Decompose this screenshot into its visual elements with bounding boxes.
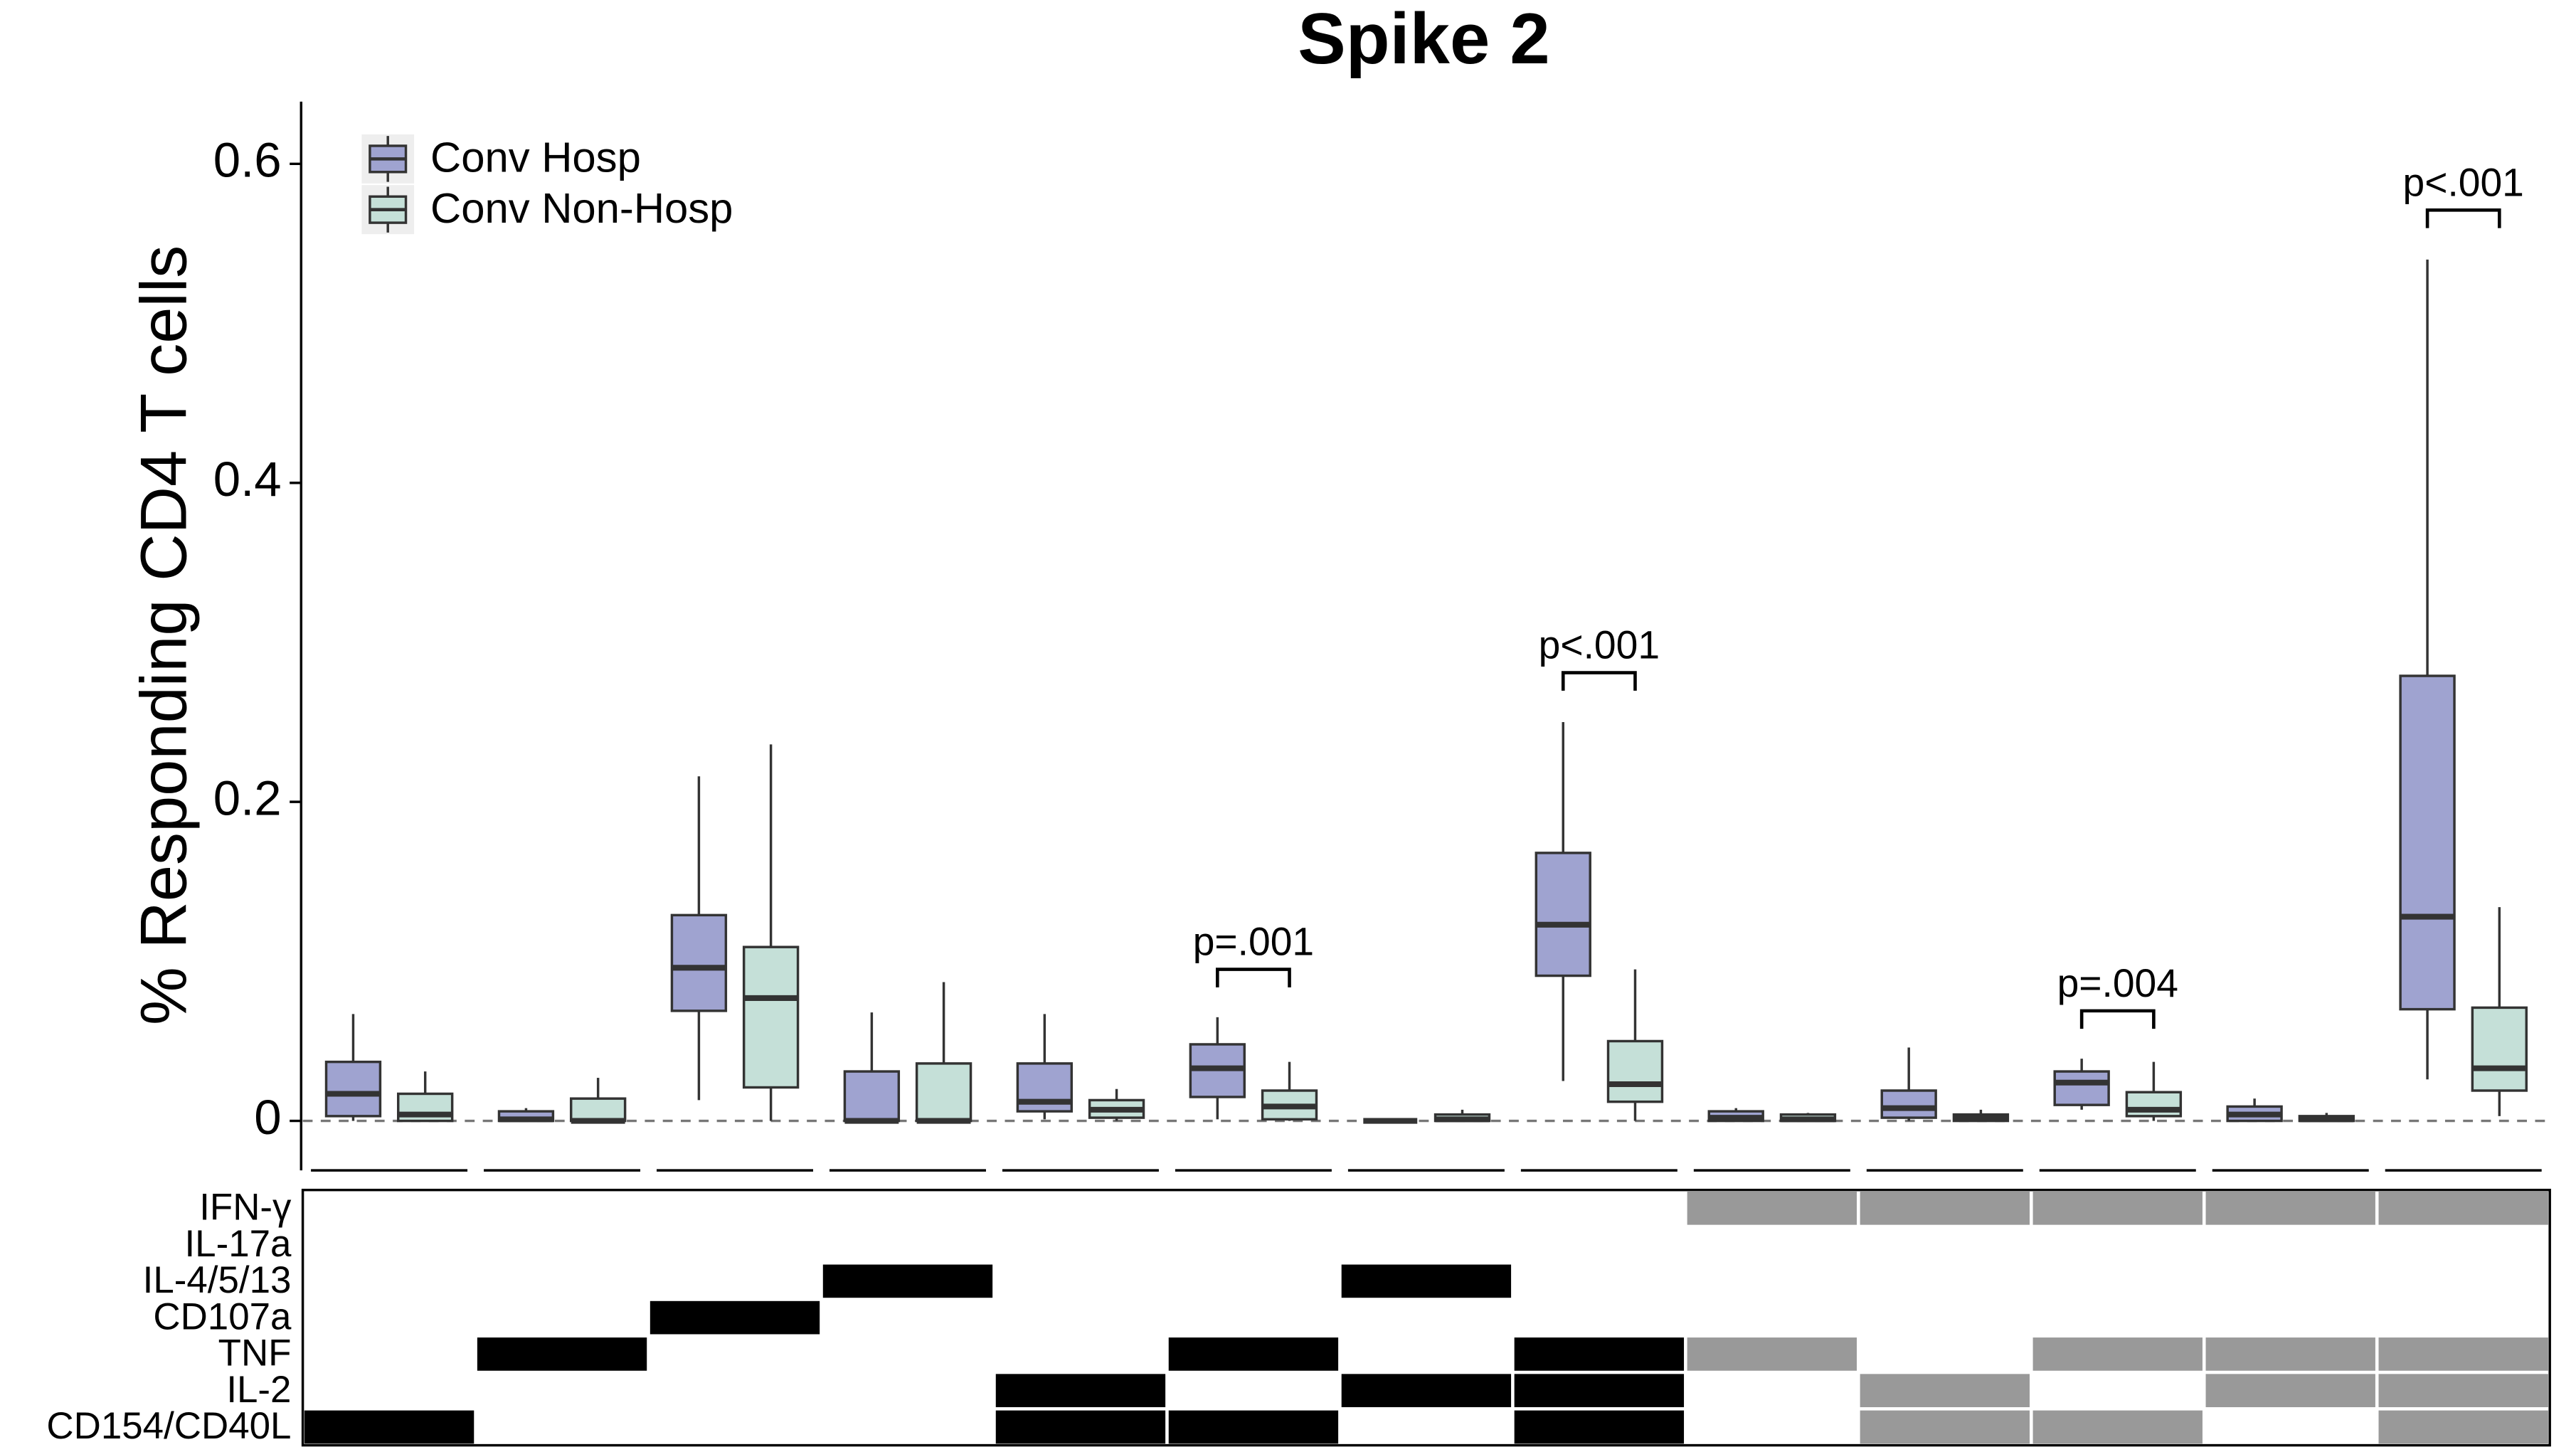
box xyxy=(843,1070,901,1123)
matrix-row-label: IFN-γ xyxy=(199,1187,292,1229)
significance-label: p=.004 xyxy=(2057,961,2178,1005)
matrix-row-label: IL-2 xyxy=(226,1369,291,1411)
significance-label: p=.001 xyxy=(1193,920,1314,964)
matrix-cell xyxy=(2032,1191,2203,1225)
significance-bracket xyxy=(2425,208,2501,228)
chart-title: Spike 2 xyxy=(1298,0,1549,79)
significance-bracket xyxy=(1561,671,1637,691)
box xyxy=(569,1097,627,1123)
matrix-cell xyxy=(1860,1374,2030,1408)
matrix-cell xyxy=(304,1410,475,1444)
box xyxy=(1880,1089,1937,1119)
matrix-cell xyxy=(1860,1410,2030,1444)
legend-label: Conv Non-Hosp xyxy=(430,184,733,232)
legend-label: Conv Hosp xyxy=(430,133,641,181)
box xyxy=(670,913,728,1012)
matrix-cell xyxy=(477,1337,647,1371)
matrix-cell xyxy=(1341,1264,1512,1298)
matrix-cell xyxy=(2205,1374,2375,1408)
matrix-cell xyxy=(1168,1410,1339,1444)
significance-label: p<.001 xyxy=(1539,623,1660,667)
matrix-cell xyxy=(995,1374,1166,1408)
box xyxy=(915,1062,972,1123)
matrix-cell xyxy=(822,1264,993,1298)
y-axis-label: % Responding CD4 T cells xyxy=(127,245,200,1025)
matrix-cell xyxy=(2378,1191,2548,1225)
matrix-cell xyxy=(995,1410,1166,1444)
matrix-cell xyxy=(2205,1337,2375,1371)
matrix-cell xyxy=(2205,1191,2375,1225)
matrix-cell xyxy=(650,1300,820,1335)
matrix-row-label: IL-4/5/13 xyxy=(143,1259,292,1301)
y-tick-label: 0.6 xyxy=(213,133,282,188)
matrix-cell xyxy=(1687,1337,1857,1371)
box xyxy=(2399,674,2456,1011)
matrix-cell xyxy=(1341,1374,1512,1408)
box xyxy=(1606,1039,1664,1103)
matrix-row-label: IL-17a xyxy=(184,1223,292,1265)
matrix-cell xyxy=(1514,1337,1685,1371)
matrix-row-label: CD107a xyxy=(153,1295,292,1337)
matrix-row-label: CD154/CD40L xyxy=(46,1405,291,1447)
matrix-cell xyxy=(2378,1410,2548,1444)
matrix-row-label: TNF xyxy=(218,1332,292,1374)
y-tick-label: 0.4 xyxy=(213,452,282,507)
matrix-cell xyxy=(2032,1337,2203,1371)
matrix-frame xyxy=(301,1188,2551,1447)
box xyxy=(324,1060,382,1118)
matrix-cell xyxy=(2378,1374,2548,1408)
matrix-cell xyxy=(2378,1337,2548,1371)
matrix-cell xyxy=(2032,1410,2203,1444)
matrix-cell xyxy=(1860,1191,2030,1225)
significance-bracket xyxy=(1216,968,1291,987)
significance-label: p<.001 xyxy=(2403,160,2524,204)
box xyxy=(1535,852,1591,977)
significance-bracket xyxy=(2079,1009,2156,1029)
matrix-cell xyxy=(1514,1410,1685,1444)
matrix-cell xyxy=(1514,1374,1685,1408)
y-tick-label: 0 xyxy=(254,1090,281,1145)
box xyxy=(742,945,800,1089)
matrix-cell xyxy=(1168,1337,1339,1371)
matrix-cell xyxy=(1687,1191,1857,1225)
box xyxy=(2053,1070,2110,1106)
box xyxy=(2471,1006,2528,1092)
y-tick-label: 0.2 xyxy=(213,770,282,825)
